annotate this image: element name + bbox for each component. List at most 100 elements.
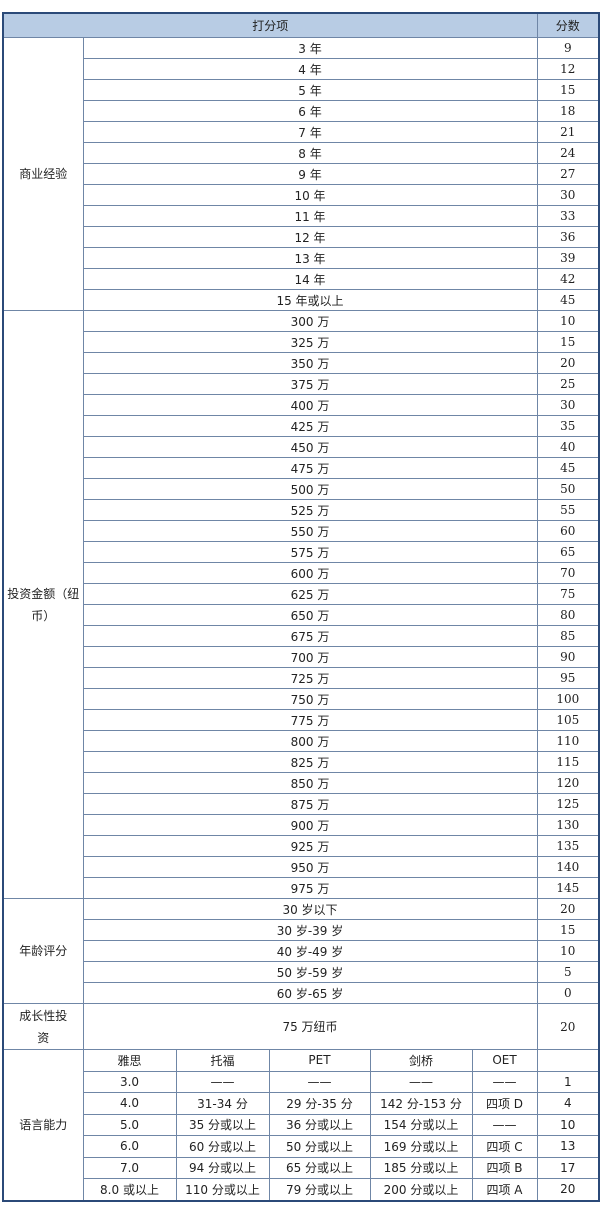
language-column-header: PET — [268, 1049, 371, 1072]
score-cell: 10 — [536, 940, 600, 962]
score-cell: 85 — [536, 625, 600, 647]
score-cell: 12 — [536, 58, 600, 80]
score-cell: 130 — [536, 814, 600, 836]
table-row: 5.0 35 分或以上 36 分或以上 154 分或以上 —— 10 — [3, 1113, 600, 1136]
table-row: 850 万 120 — [3, 772, 600, 794]
table-row: 40 岁-49 岁 10 — [3, 940, 600, 962]
score-cell: 20 — [536, 352, 600, 374]
table-row: 375 万 25 — [3, 373, 600, 395]
item-cell: 800 万 — [82, 730, 538, 752]
language-cell: 154 分或以上 — [369, 1113, 473, 1136]
score-cell: 15 — [536, 79, 600, 101]
table-row: 6.0 60 分或以上 50 分或以上 169 分或以上 四项 C 13 — [3, 1135, 600, 1158]
item-cell: 6 年 — [82, 100, 538, 122]
item-cell: 325 万 — [82, 331, 538, 353]
item-cell: 9 年 — [82, 163, 538, 185]
category-cell: 语言能力 — [2, 1049, 84, 1201]
item-cell: 15 年或以上 — [82, 289, 538, 311]
table-row: 325 万 15 — [3, 331, 600, 353]
item-cell: 12 年 — [82, 226, 538, 248]
score-cell: 100 — [536, 688, 600, 710]
score-cell: 140 — [536, 856, 600, 878]
item-cell: 300 万 — [82, 310, 538, 332]
table-row: 775 万 105 — [3, 709, 600, 731]
language-cell: 79 分或以上 — [268, 1178, 371, 1201]
table-row: 成长性投资 75 万纽币 20 — [2, 1003, 600, 1050]
score-cell: 80 — [536, 604, 600, 626]
language-cell: 四项 B — [471, 1156, 538, 1179]
item-cell: 625 万 — [82, 583, 538, 605]
score-cell: 27 — [536, 163, 600, 185]
table-row: 11 年 33 — [3, 205, 600, 227]
table-row: 8.0 或以上 110 分或以上 79 分或以上 200 分或以上 四项 A 20 — [3, 1178, 600, 1201]
item-cell: 925 万 — [82, 835, 538, 857]
table-row: 550 万 60 — [3, 520, 600, 542]
language-column-header: 托福 — [175, 1049, 270, 1072]
language-cell: 6.0 — [82, 1135, 177, 1158]
table-row: 600 万 70 — [3, 562, 600, 584]
language-cell: 29 分-35 分 — [268, 1092, 371, 1115]
item-cell: 950 万 — [82, 856, 538, 878]
score-cell: 95 — [536, 667, 600, 689]
table-row: 450 万 40 — [3, 436, 600, 458]
score-cell: 18 — [536, 100, 600, 122]
score-cell: 10 — [536, 310, 600, 332]
score-cell: 4 — [536, 1092, 600, 1115]
item-cell: 350 万 — [82, 352, 538, 374]
table-row: 950 万 140 — [3, 856, 600, 878]
item-cell: 30 岁-39 岁 — [82, 919, 538, 941]
score-cell: 1 — [536, 1070, 600, 1093]
category-cell: 成长性投资 — [2, 1003, 84, 1050]
language-cell: 4.0 — [82, 1092, 177, 1115]
item-cell: 850 万 — [82, 772, 538, 794]
item-cell: 725 万 — [82, 667, 538, 689]
score-cell: 20 — [536, 898, 600, 920]
score-cell: 9 — [536, 37, 600, 59]
score-cell: 13 — [536, 1135, 600, 1158]
score-cell: 5 — [536, 961, 600, 983]
table-row: 925 万 135 — [3, 835, 600, 857]
language-cell: 四项 D — [471, 1092, 538, 1115]
table-row: 425 万 35 — [3, 415, 600, 437]
category-cell: 年龄评分 — [2, 898, 84, 1004]
table-row: 725 万 95 — [3, 667, 600, 689]
language-cell: —— — [369, 1070, 473, 1093]
language-cell: 5.0 — [82, 1113, 177, 1136]
language-cell: 8.0 或以上 — [82, 1178, 177, 1201]
score-cell: 17 — [536, 1156, 600, 1179]
item-cell: 13 年 — [82, 247, 538, 269]
item-cell: 10 年 — [82, 184, 538, 206]
item-cell: 3 年 — [82, 37, 538, 59]
score-cell: 145 — [536, 877, 600, 899]
score-cell: 75 — [536, 583, 600, 605]
score-cell: 45 — [536, 289, 600, 311]
table-row: 875 万 125 — [3, 793, 600, 815]
language-cell: 142 分-153 分 — [369, 1092, 473, 1115]
item-cell: 8 年 — [82, 142, 538, 164]
score-cell: 42 — [536, 268, 600, 290]
score-cell: 55 — [536, 499, 600, 521]
language-cell: 169 分或以上 — [369, 1135, 473, 1158]
table-row: 6 年 18 — [3, 100, 600, 122]
score-cell: 33 — [536, 205, 600, 227]
score-cell: 50 — [536, 478, 600, 500]
table-row: 14 年 42 — [3, 268, 600, 290]
item-cell: 4 年 — [82, 58, 538, 80]
language-cell: 65 分或以上 — [268, 1156, 371, 1179]
score-cell: 21 — [536, 121, 600, 143]
score-cell: 35 — [536, 415, 600, 437]
table-row: 750 万 100 — [3, 688, 600, 710]
language-cell: 36 分或以上 — [268, 1113, 371, 1136]
language-cell: 110 分或以上 — [175, 1178, 270, 1201]
table-row: 13 年 39 — [3, 247, 600, 269]
table-row: 8 年 24 — [3, 142, 600, 164]
item-cell: 30 岁以下 — [82, 898, 538, 920]
language-cell: 94 分或以上 — [175, 1156, 270, 1179]
language-cell: —— — [175, 1070, 270, 1093]
item-cell: 475 万 — [82, 457, 538, 479]
score-cell: 20 — [536, 1178, 600, 1201]
table-row: 4 年 12 — [3, 58, 600, 80]
